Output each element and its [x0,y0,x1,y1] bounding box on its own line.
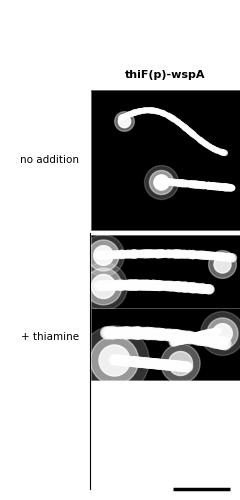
FancyBboxPatch shape [91,235,240,308]
Point [159,178,163,186]
Point [220,329,224,337]
Point [101,282,105,290]
Point [112,356,115,364]
Point [220,260,224,268]
Point [159,178,163,186]
Point [122,117,126,125]
FancyBboxPatch shape [91,308,240,380]
Point [101,252,105,260]
Point [112,356,115,364]
Point [220,260,224,268]
FancyBboxPatch shape [91,90,240,230]
Text: thiF(p)-wspA: thiF(p)-wspA [125,70,206,80]
Point [179,360,182,368]
Point [159,178,163,186]
Point [101,252,105,260]
Point [101,252,105,260]
Point [112,356,115,364]
Point [220,329,224,337]
Point [179,360,182,368]
Point [101,282,105,290]
Text: + thiamine: + thiamine [21,332,79,342]
Point [122,117,126,125]
Text: no addition: no addition [20,155,79,165]
Point [220,329,224,337]
Point [101,282,105,290]
